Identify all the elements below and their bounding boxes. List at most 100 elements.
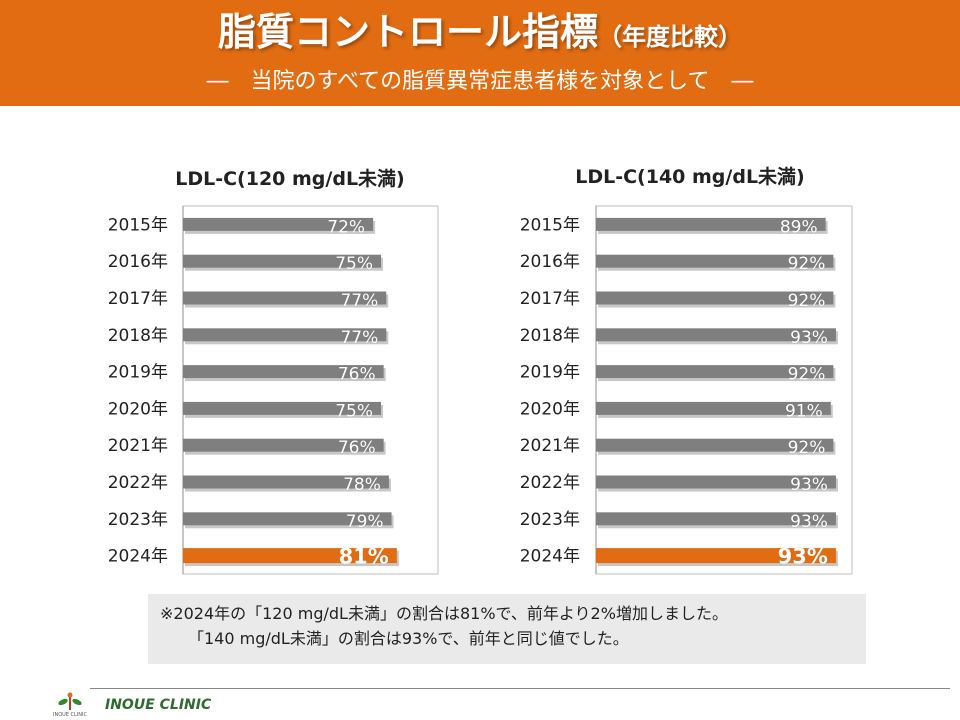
data-label: 77% (340, 328, 378, 348)
footer-divider (90, 688, 950, 689)
data-label: 93% (790, 512, 828, 532)
header-banner (0, 0, 960, 106)
category-label: 2021年 (520, 436, 580, 456)
data-label: 93% (790, 475, 828, 495)
bar-shadow (598, 441, 836, 455)
bar-shadow (598, 220, 828, 234)
page-title: 脂質コントロール指標（年度比較） (0, 8, 960, 61)
bar-shadow (598, 368, 836, 382)
category-label: 2024年 (108, 547, 168, 567)
bar (183, 475, 389, 489)
category-label: 2016年 (108, 252, 168, 272)
page-title-text: 脂質コントロール指標 (217, 10, 598, 54)
data-label: 77% (340, 291, 378, 311)
category-label: 2019年 (108, 363, 168, 383)
category-label: 2017年 (108, 289, 168, 309)
page-title-paren: （年度比較） (598, 23, 742, 51)
bar (596, 438, 834, 452)
data-label: 76% (338, 438, 376, 458)
category-label: 2023年 (520, 510, 580, 530)
logo-text: INOUE CLINIC (53, 712, 88, 718)
bar-shadow (598, 257, 836, 271)
bar (183, 548, 397, 564)
bar (596, 254, 834, 268)
category-label: 2015年 (108, 215, 168, 235)
bar (596, 291, 834, 305)
bar-shadow (185, 257, 383, 271)
page-subtitle: ― 当院のすべての脂質異常症患者様を対象として ― (206, 69, 754, 94)
bar-shadow (185, 331, 389, 345)
note-line-2: 「140 mg/dL未満」の割合は93%で、前年と同じ値でした。 (188, 629, 629, 648)
category-label: 2016年 (520, 252, 580, 272)
logo-stem (69, 696, 71, 710)
bar (183, 291, 387, 305)
data-label: 75% (335, 254, 373, 274)
bar-shadow (185, 294, 389, 308)
category-label: 2019年 (520, 363, 580, 383)
bar-shadow (185, 551, 399, 567)
bar (596, 512, 836, 526)
logo-leaf-right (72, 698, 82, 706)
bar (596, 475, 836, 489)
data-label: 92% (788, 438, 826, 458)
category-label: 2015年 (520, 215, 580, 235)
category-label: 2023年 (108, 510, 168, 530)
data-label: 92% (788, 291, 826, 311)
chart-title-ldl-140: LDL-C(140 mg/dL未満) (575, 166, 805, 188)
category-label: 2020年 (520, 399, 580, 419)
data-label: 92% (788, 365, 826, 385)
logo-leaf-left (58, 698, 68, 706)
logo-bud (67, 692, 73, 698)
bar (183, 512, 392, 526)
data-label: 79% (346, 512, 384, 532)
data-label: 78% (343, 475, 381, 495)
bar (183, 254, 381, 268)
plot-frame (182, 205, 439, 575)
category-label: 2020年 (108, 399, 168, 419)
bar (183, 438, 384, 452)
category-label: 2017年 (520, 289, 580, 309)
bar-shadow (185, 404, 383, 418)
category-label: 2021年 (108, 436, 168, 456)
bar (183, 217, 374, 231)
bar-shadow (185, 220, 376, 234)
bar-shadow (598, 478, 838, 492)
category-label: 2018年 (108, 326, 168, 346)
bar-shadow (185, 478, 391, 492)
data-label: 75% (335, 401, 373, 421)
data-label: 89% (780, 217, 818, 237)
bar (596, 401, 831, 415)
bar (596, 548, 836, 564)
chart-title-ldl-120: LDL-C(120 mg/dL未満) (175, 168, 405, 190)
clinic-name: INOUE CLINIC (105, 697, 212, 713)
category-label: 2022年 (520, 473, 580, 493)
bar (183, 401, 381, 415)
bar-shadow (185, 368, 386, 382)
plot-frame (595, 205, 853, 575)
clinic-logo: INOUE CLINIC (53, 692, 88, 718)
category-label: 2022年 (108, 473, 168, 493)
data-label: 72% (327, 217, 365, 237)
category-label: 2024年 (520, 547, 580, 567)
bar-shadow (185, 441, 386, 455)
bar (596, 328, 836, 342)
data-label: 76% (338, 365, 376, 385)
data-label: 81% (339, 545, 389, 569)
bar (596, 217, 826, 231)
note-box: ※2024年の「120 mg/dL未満」の割合は81%で、前年より2%増加しまし… (148, 594, 866, 664)
bar-shadow (185, 515, 394, 529)
data-label: 91% (785, 401, 823, 421)
bar (183, 365, 384, 379)
data-label: 93% (790, 328, 828, 348)
bar (596, 365, 834, 379)
category-label: 2018年 (520, 326, 580, 346)
bar-shadow (598, 515, 838, 529)
bar-shadow (598, 294, 836, 308)
note-line-1: ※2024年の「120 mg/dL未満」の割合は81%で、前年より2%増加しまし… (160, 604, 728, 623)
bar-shadow (598, 404, 833, 418)
bar-shadow (598, 551, 838, 567)
bar (183, 328, 387, 342)
bar-shadow (598, 331, 838, 345)
data-label: 93% (778, 545, 828, 569)
data-label: 92% (788, 254, 826, 274)
